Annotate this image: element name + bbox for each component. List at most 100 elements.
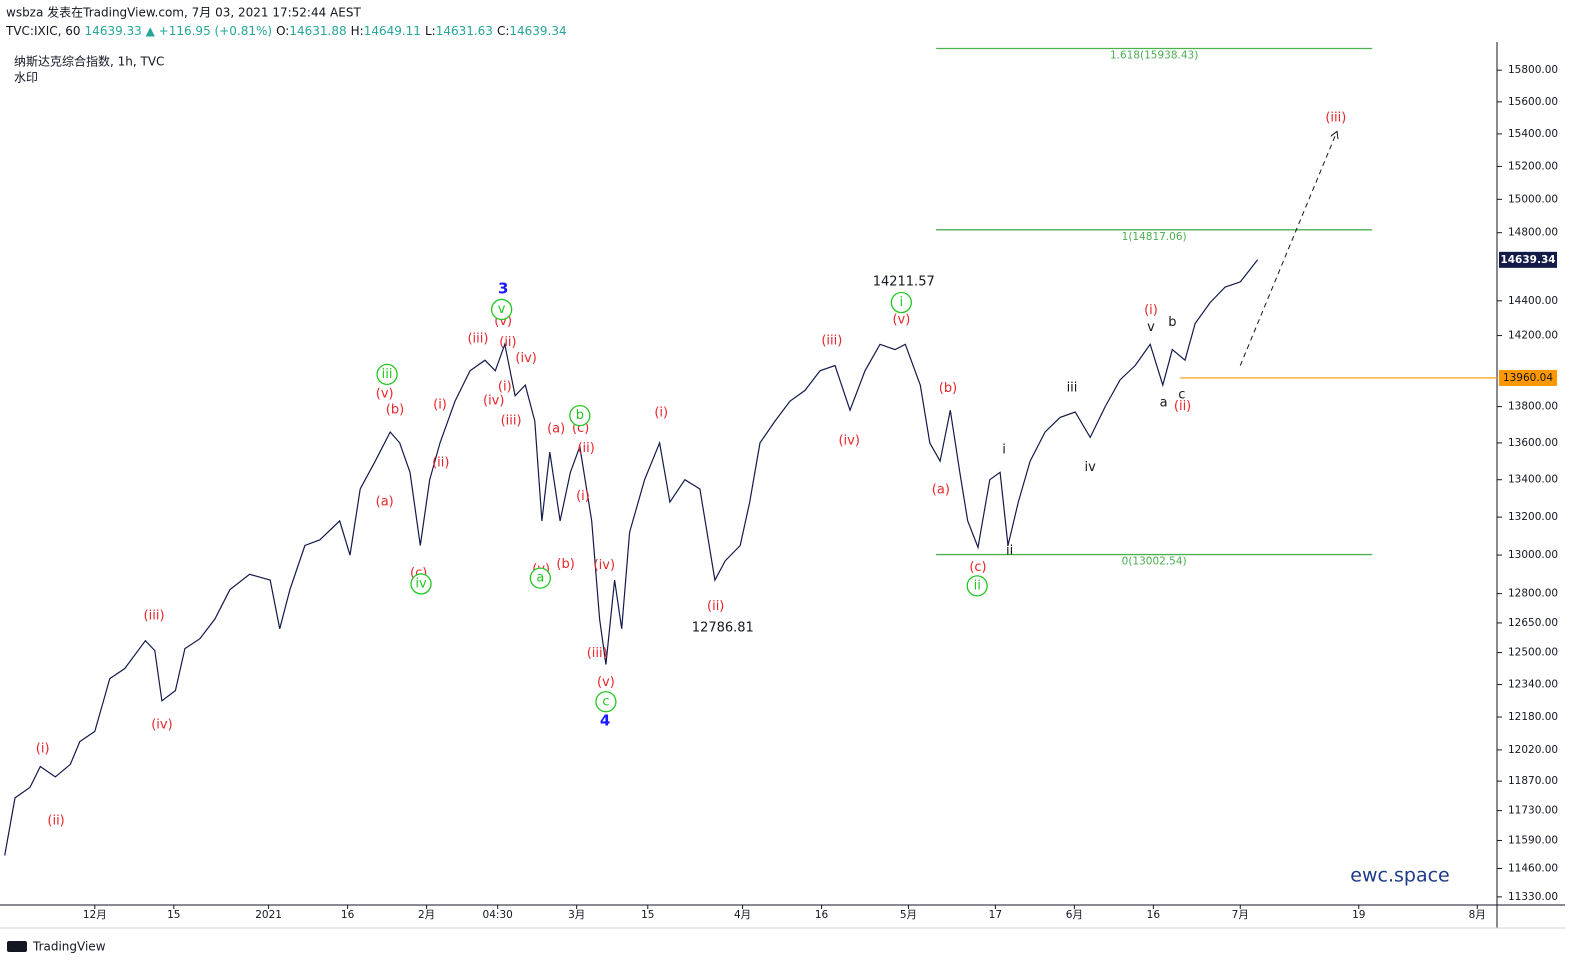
wave-label: (ii) [432, 456, 449, 471]
y-tick-label: 12020.00 [1508, 744, 1558, 756]
wave-label: (i) [36, 741, 50, 756]
wave-circle [890, 291, 913, 314]
y-tick-label: 13400.00 [1508, 474, 1558, 486]
y-tick-label: 14200.00 [1508, 330, 1558, 342]
y-tick-label: 15800.00 [1508, 64, 1558, 76]
wave-label: (v) [597, 675, 615, 690]
x-tick-label: 12月 [83, 909, 107, 921]
wave-label: i [1002, 443, 1006, 458]
wave-label: (i) [1144, 303, 1158, 318]
x-tick-label: 5月 [900, 909, 917, 921]
watermark: 水印 [14, 71, 38, 85]
wave-label: 4 [600, 712, 610, 730]
wave-label: (iv) [483, 394, 504, 409]
wave-label: (i) [433, 397, 447, 412]
wave-label: ii [974, 578, 981, 593]
wave-label: (a) [932, 482, 950, 497]
wave-label: (iv) [515, 351, 536, 366]
wave-label: a [1160, 396, 1168, 411]
wave-label: (iii) [467, 332, 488, 347]
quote-part: 14649.11 [364, 24, 421, 38]
wave-circle [376, 363, 398, 386]
quote-part: 14631.88 [289, 24, 346, 38]
wave-label: c [1178, 387, 1185, 402]
x-tick-label: 2021 [255, 909, 282, 921]
quote-part: O: [276, 24, 289, 38]
x-tick-label: 7月 [1232, 909, 1249, 921]
wave-label: (iv) [594, 558, 615, 573]
x-tick-label: 2月 [418, 909, 435, 921]
price-line [4, 259, 1259, 856]
footer-logo [7, 941, 27, 952]
wave-label: (ii) [707, 599, 724, 614]
wave-label: a [536, 571, 544, 586]
wave-label: iv [415, 576, 427, 591]
x-tick-label: 15 [167, 909, 180, 921]
quote-part: 14639.33 ▲ +116.95 (+0.81%) [85, 24, 273, 38]
y-tick-label: 11730.00 [1508, 805, 1558, 817]
support-price: 13960.04 [1503, 372, 1553, 384]
quote-part: C: [497, 24, 509, 38]
wave-label: (ii) [1174, 399, 1191, 414]
wave-label: (v) [892, 312, 910, 327]
quote-part: 14639.34 [509, 24, 566, 38]
wave-label: (b) [386, 403, 404, 418]
wave-circle [569, 404, 591, 427]
fib-label: 1(14817.06) [1122, 231, 1187, 243]
y-tick-label: 12500.00 [1508, 647, 1558, 659]
wave-label: (iii) [821, 333, 842, 348]
wave-label: (i) [498, 379, 512, 394]
wave-label: (b) [556, 557, 574, 572]
wave-label: 14211.57 [873, 274, 935, 289]
last-price-box [1499, 251, 1557, 268]
x-tick-label: 3月 [568, 909, 585, 921]
x-tick-label: 16 [815, 909, 829, 921]
x-tick-label: 15 [641, 909, 654, 921]
y-tick-label: 11330.00 [1508, 891, 1558, 903]
y-tick-label: 15200.00 [1508, 160, 1558, 172]
y-tick-label: 13600.00 [1508, 437, 1558, 449]
x-tick-label: 6月 [1066, 909, 1083, 921]
y-tick-label: 13800.00 [1508, 401, 1558, 413]
wave-label: (b) [939, 381, 957, 396]
wave-label: v [498, 302, 506, 317]
wave-label: (iv) [838, 434, 859, 449]
wave-label: 12786.81 [692, 620, 754, 635]
wave-label: (i) [576, 489, 590, 504]
wave-label: 3 [498, 279, 508, 297]
quote: TVC:IXIC, 60 14639.33 ▲ +116.95 (+0.81%) O… [5, 24, 567, 38]
wave-label: (iv) [151, 718, 172, 733]
quote-part: L: [425, 24, 436, 38]
wave-label: i [900, 295, 904, 310]
y-tick-label: 13000.00 [1508, 549, 1558, 561]
y-tick-label: 12180.00 [1508, 711, 1558, 723]
quote-part: 14631.63 [436, 24, 493, 38]
wave-label: (ii) [499, 335, 516, 350]
last-price: 14639.34 [1500, 254, 1555, 266]
wave-label: (i) [654, 405, 668, 420]
y-tick-label: 14800.00 [1508, 227, 1558, 239]
wave-label: c [602, 694, 609, 709]
fib-label: 1.618(15938.43) [1110, 49, 1198, 61]
y-tick-label: 11590.00 [1508, 834, 1558, 846]
y-tick-label: 13200.00 [1508, 511, 1558, 523]
wave-label: ii [1006, 544, 1013, 559]
x-tick-label: 17 [989, 909, 1002, 921]
x-tick-label: 4月 [734, 909, 751, 921]
wave-circle [490, 298, 513, 321]
y-tick-label: 12650.00 [1508, 617, 1558, 629]
y-tick-label: 12800.00 [1508, 588, 1558, 600]
wave-label: (iii) [1325, 110, 1346, 125]
footer: TradingView [32, 940, 106, 954]
wave-label: (ii) [577, 441, 594, 456]
wave-label: (iii) [501, 414, 522, 429]
quote-part: TVC:IXIC, 60 [5, 24, 81, 38]
wave-label: v [1147, 320, 1155, 335]
wave-circle [595, 691, 617, 713]
wave-label: (a) [376, 495, 394, 510]
wave-label: b [1168, 315, 1176, 330]
wave-label: iii [1067, 380, 1078, 395]
y-tick-label: 15600.00 [1508, 96, 1558, 108]
fib-label: 0(13002.54) [1122, 556, 1187, 568]
